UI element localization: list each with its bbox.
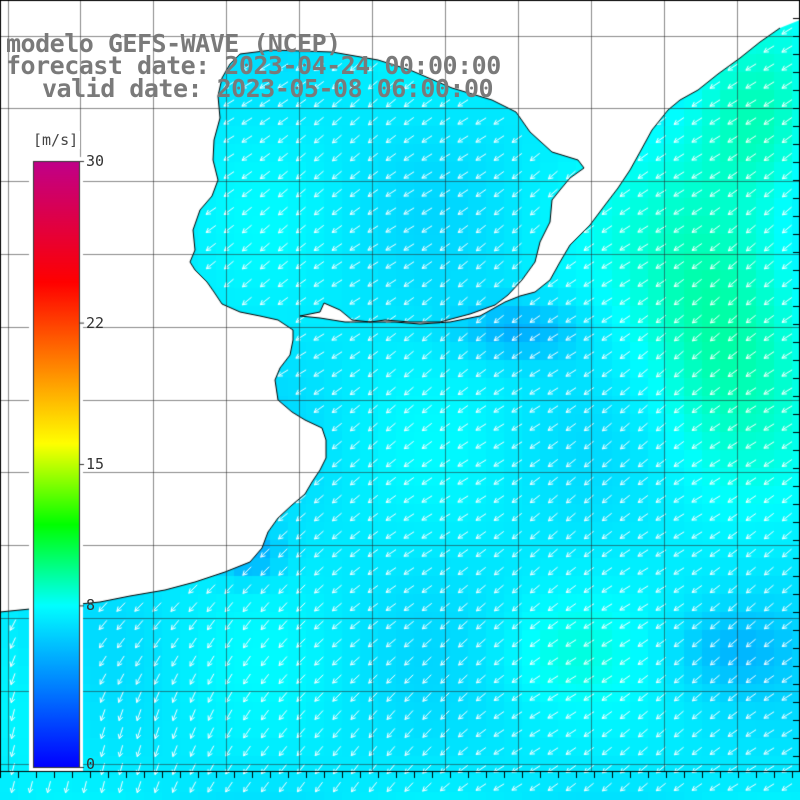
colorbar-tick-label: 30 (86, 152, 105, 170)
colorbar-tick-label: 22 (86, 313, 105, 332)
colorbar-tick-label: 15 (86, 455, 105, 473)
colorbar-tick-label: 0 (86, 755, 96, 773)
colorbar-tick-label: 8 (86, 596, 96, 615)
colorbar-unit: [m/s] (31, 131, 81, 149)
valid-date: valid date: 2023-05-08 06:00:00 (42, 74, 494, 103)
model-title: modelo GEFS-WAVE (NCEP) (6, 29, 341, 58)
forecast-date: forecast date: 2023-04-24 00:00:00 (6, 51, 501, 80)
